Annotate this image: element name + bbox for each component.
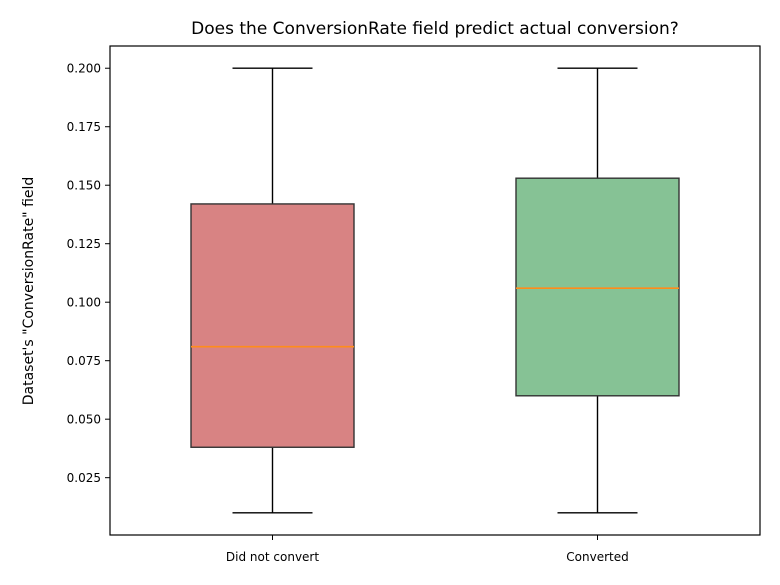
y-tick-label: 0.075 — [67, 354, 101, 368]
y-tick-label: 0.175 — [67, 120, 101, 134]
chart-title: Does the ConversionRate field predict ac… — [191, 19, 679, 39]
box-1-iqr-box — [190, 203, 355, 448]
x-tick-label: Converted — [566, 550, 628, 564]
y-tick-label: 0.100 — [67, 296, 101, 310]
y-tick-label: 0.025 — [67, 471, 101, 485]
plot-area: 0.025 0.050 0.075 0.100 0.125 0.150 0.175 0.200… — [67, 62, 680, 564]
y-tick-label: 0.200 — [67, 62, 101, 76]
plot-frame — [109, 45, 761, 536]
y-tick-label: 0.150 — [67, 179, 101, 193]
box-2-iqr-box — [515, 177, 680, 397]
x-tick-label: Did not convert — [226, 550, 319, 564]
y-axis-label: Dataset's "ConversionRate" field — [21, 177, 37, 406]
y-tick-label: 0.050 — [67, 413, 101, 427]
y-tick-label: 0.125 — [67, 237, 101, 251]
